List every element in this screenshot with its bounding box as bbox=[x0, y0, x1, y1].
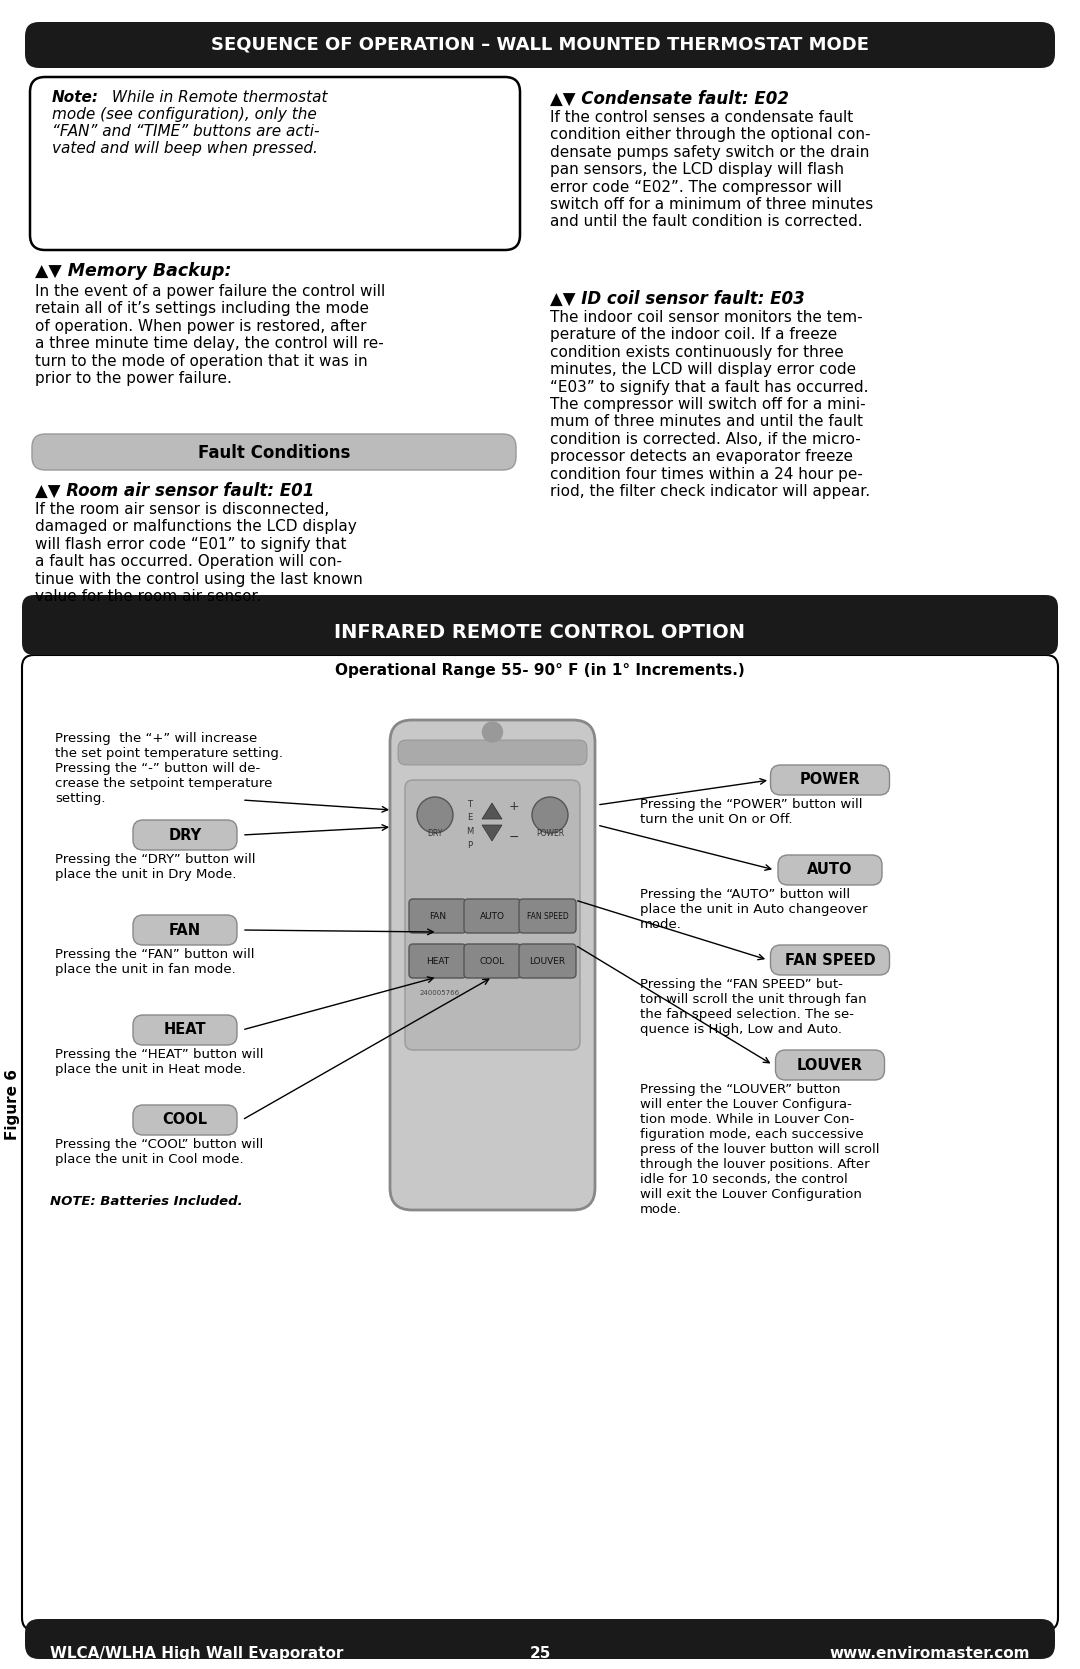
Text: ▲▼ ID coil sensor fault: E03: ▲▼ ID coil sensor fault: E03 bbox=[550, 290, 805, 309]
Text: Pressing the “HEAT” button will
place the unit in Heat mode.: Pressing the “HEAT” button will place th… bbox=[55, 1048, 264, 1077]
Text: +: + bbox=[509, 801, 519, 813]
Text: Pressing the “COOL” button will
place the unit in Cool mode.: Pressing the “COOL” button will place th… bbox=[55, 1138, 264, 1167]
Text: If the control senses a condensate fault
condition either through the optional c: If the control senses a condensate fault… bbox=[550, 110, 874, 229]
Text: M: M bbox=[467, 828, 474, 836]
Text: COOL: COOL bbox=[162, 1113, 207, 1128]
Text: FAN SPEED: FAN SPEED bbox=[527, 911, 568, 921]
Text: NOTE: Batteries Included.: NOTE: Batteries Included. bbox=[50, 1195, 243, 1208]
Text: E: E bbox=[468, 813, 473, 823]
FancyBboxPatch shape bbox=[22, 596, 1058, 654]
Text: HEAT: HEAT bbox=[426, 956, 449, 965]
FancyBboxPatch shape bbox=[464, 945, 521, 978]
FancyBboxPatch shape bbox=[770, 764, 890, 794]
Circle shape bbox=[532, 798, 568, 833]
Text: Fault Conditions: Fault Conditions bbox=[198, 444, 350, 462]
FancyBboxPatch shape bbox=[133, 1105, 237, 1135]
Text: AUTO: AUTO bbox=[480, 911, 505, 921]
Text: Pressing the “LOUVER” button
will enter the Louver Configura-
tion mode. While i: Pressing the “LOUVER” button will enter … bbox=[640, 1083, 879, 1217]
Text: LOUVER: LOUVER bbox=[797, 1058, 863, 1073]
FancyBboxPatch shape bbox=[32, 434, 516, 471]
Text: −: − bbox=[509, 831, 519, 843]
Text: FAN SPEED: FAN SPEED bbox=[785, 953, 875, 968]
FancyBboxPatch shape bbox=[464, 900, 521, 933]
Text: www.enviromaster.com: www.enviromaster.com bbox=[829, 1646, 1030, 1661]
FancyBboxPatch shape bbox=[133, 819, 237, 850]
Text: “FAN” and “TIME” buttons are acti-: “FAN” and “TIME” buttons are acti- bbox=[52, 124, 320, 139]
Text: The indoor coil sensor monitors the tem-
perature of the indoor coil. If a freez: The indoor coil sensor monitors the tem-… bbox=[550, 310, 870, 499]
Text: 25: 25 bbox=[529, 1646, 551, 1661]
FancyBboxPatch shape bbox=[25, 1619, 1055, 1659]
Text: Pressing the “AUTO” button will
place the unit in Auto changeover
mode.: Pressing the “AUTO” button will place th… bbox=[640, 888, 867, 931]
Text: INFRARED REMOTE CONTROL OPTION: INFRARED REMOTE CONTROL OPTION bbox=[335, 624, 745, 643]
Text: FAN: FAN bbox=[168, 923, 201, 938]
Text: SEQUENCE OF OPERATION – WALL MOUNTED THERMOSTAT MODE: SEQUENCE OF OPERATION – WALL MOUNTED THE… bbox=[211, 37, 869, 53]
Text: Pressing the “POWER” button will
turn the unit On or Off.: Pressing the “POWER” button will turn th… bbox=[640, 798, 863, 826]
Text: Operational Range 55- 90° F (in 1° Increments.): Operational Range 55- 90° F (in 1° Incre… bbox=[335, 664, 745, 679]
Text: LOUVER: LOUVER bbox=[529, 956, 566, 965]
FancyBboxPatch shape bbox=[778, 855, 882, 885]
Text: DRY: DRY bbox=[168, 828, 202, 843]
FancyBboxPatch shape bbox=[409, 945, 465, 978]
FancyBboxPatch shape bbox=[133, 1015, 237, 1045]
Polygon shape bbox=[482, 824, 502, 841]
Polygon shape bbox=[482, 803, 502, 819]
FancyBboxPatch shape bbox=[390, 719, 595, 1210]
FancyBboxPatch shape bbox=[770, 945, 890, 975]
FancyBboxPatch shape bbox=[25, 22, 1055, 68]
Text: While in Remote thermostat: While in Remote thermostat bbox=[107, 90, 327, 105]
FancyBboxPatch shape bbox=[519, 900, 576, 933]
Text: COOL: COOL bbox=[480, 956, 505, 965]
Text: T: T bbox=[468, 799, 473, 809]
Text: ▲▼ Memory Backup:: ▲▼ Memory Backup: bbox=[35, 262, 231, 280]
Text: mode (see configuration), only the: mode (see configuration), only the bbox=[52, 107, 316, 122]
Text: vated and will beep when pressed.: vated and will beep when pressed. bbox=[52, 140, 318, 155]
Circle shape bbox=[417, 798, 453, 833]
FancyBboxPatch shape bbox=[133, 915, 237, 945]
FancyBboxPatch shape bbox=[30, 77, 519, 250]
Text: POWER: POWER bbox=[536, 829, 564, 838]
Text: Pressing the “DRY” button will
place the unit in Dry Mode.: Pressing the “DRY” button will place the… bbox=[55, 853, 256, 881]
Text: Pressing the “FAN” button will
place the unit in fan mode.: Pressing the “FAN” button will place the… bbox=[55, 948, 255, 976]
FancyBboxPatch shape bbox=[775, 1050, 885, 1080]
Text: Pressing the “FAN SPEED” but-
ton will scroll the unit through fan
the fan speed: Pressing the “FAN SPEED” but- ton will s… bbox=[640, 978, 866, 1036]
Text: AUTO: AUTO bbox=[807, 863, 853, 878]
FancyBboxPatch shape bbox=[409, 900, 465, 933]
Text: If the room air sensor is disconnected,
damaged or malfunctions the LCD display
: If the room air sensor is disconnected, … bbox=[35, 502, 363, 604]
Text: Pressing  the “+” will increase
the set point temperature setting.
Pressing the : Pressing the “+” will increase the set p… bbox=[55, 733, 283, 804]
Text: WLCA/WLHA High Wall Evaporator: WLCA/WLHA High Wall Evaporator bbox=[50, 1646, 343, 1661]
Text: 240005766: 240005766 bbox=[420, 990, 460, 996]
Text: In the event of a power failure the control will
retain all of it’s settings inc: In the event of a power failure the cont… bbox=[35, 284, 386, 386]
Text: P: P bbox=[468, 841, 473, 850]
FancyBboxPatch shape bbox=[399, 739, 588, 764]
FancyBboxPatch shape bbox=[22, 654, 1058, 1631]
Text: POWER: POWER bbox=[799, 773, 861, 788]
Circle shape bbox=[483, 723, 502, 743]
Text: FAN: FAN bbox=[429, 911, 446, 921]
Text: ▲▼ Condensate fault: E02: ▲▼ Condensate fault: E02 bbox=[550, 90, 789, 108]
Text: Figure 6: Figure 6 bbox=[4, 1070, 19, 1140]
Text: Note:: Note: bbox=[52, 90, 99, 105]
Text: DRY: DRY bbox=[428, 829, 443, 838]
FancyBboxPatch shape bbox=[519, 945, 576, 978]
Text: ▲▼ Room air sensor fault: E01: ▲▼ Room air sensor fault: E01 bbox=[35, 482, 314, 501]
FancyBboxPatch shape bbox=[405, 779, 580, 1050]
Text: HEAT: HEAT bbox=[164, 1023, 206, 1038]
